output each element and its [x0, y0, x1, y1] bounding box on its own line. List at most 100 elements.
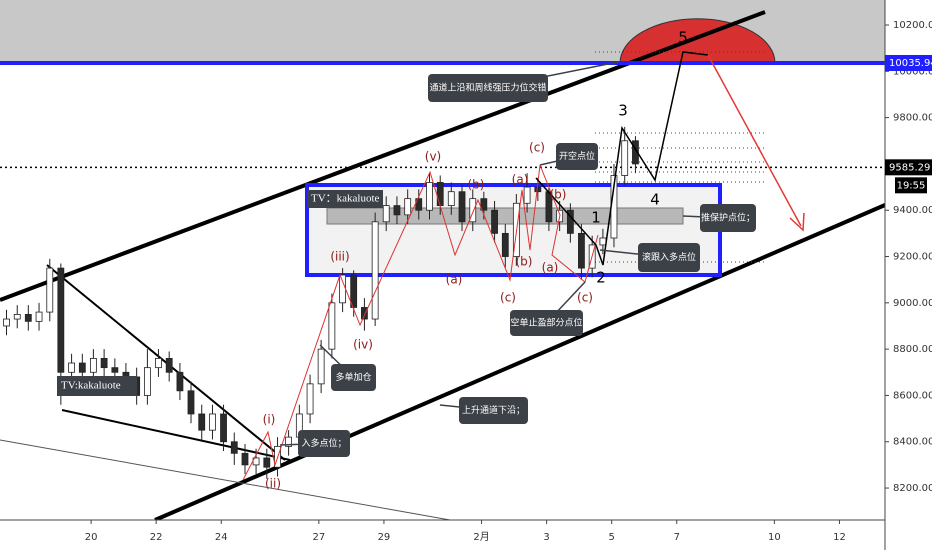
x-tick-label: 10: [768, 532, 781, 543]
time-axis-bg: [0, 520, 885, 550]
candle-body: [187, 390, 195, 415]
trend-line: [61, 409, 291, 461]
callout-text: 开空点位: [559, 150, 595, 162]
countdown-tag: [895, 177, 927, 194]
candle-body: [35, 311, 43, 322]
x-tick-label: 27: [312, 532, 325, 543]
callout-text: 上升通道下沿；: [462, 404, 525, 416]
wave-path: [535, 51, 709, 266]
callout-box: [459, 397, 528, 424]
candle-body: [68, 362, 75, 373]
watermark-box: [307, 190, 383, 208]
wave-label: (a): [542, 261, 559, 275]
candle-body: [534, 186, 542, 193]
candle-body: [436, 182, 444, 206]
wave-label: (c): [500, 291, 516, 305]
x-tick-label: 2月: [473, 531, 489, 543]
candle-body: [306, 383, 314, 415]
y-tick-label: 9800.00: [893, 113, 932, 124]
trend-line: [0, 10, 766, 302]
candle-body: [220, 413, 227, 443]
candle-body: [350, 274, 358, 308]
wave-label: (ii): [265, 477, 281, 491]
candle-body: [317, 348, 325, 385]
candle-body: [263, 457, 271, 468]
candle-body: [78, 362, 86, 373]
price-tag: [885, 54, 932, 71]
y-tick-label: 8600.00: [893, 390, 932, 401]
candle-body: [155, 357, 162, 369]
candle-body: [328, 302, 336, 350]
x-tick-label: 22: [150, 532, 163, 543]
forecast-arrow-head: [789, 212, 805, 232]
callout-box: [298, 430, 350, 457]
forecast-arrow: [707, 54, 802, 227]
candle-body: [24, 314, 32, 322]
candle-body: [404, 198, 412, 216]
wave-label: (a): [446, 273, 463, 287]
callout-box: [556, 143, 598, 170]
candle-body: [285, 436, 293, 447]
callout-text: 入多点位；: [301, 437, 346, 449]
price-axis-bg: [885, 0, 932, 550]
candle-body: [415, 198, 423, 211]
callout-text: 空单止盈部分点位: [510, 317, 582, 329]
candle-body: [46, 267, 54, 313]
candle-body: [566, 209, 574, 234]
candle-body: [89, 357, 97, 373]
candle-body: [371, 221, 379, 320]
x-tick-label: 12: [833, 532, 846, 543]
price-tag-label: 10035.94: [889, 58, 932, 69]
callout-box: [700, 204, 756, 232]
candle-body: [382, 205, 390, 223]
wave-count-label: 4: [650, 191, 660, 209]
x-tick-label: 20: [85, 532, 98, 543]
x-tick-label: 3: [543, 532, 549, 543]
candle-body: [230, 441, 238, 454]
candle-body: [361, 307, 368, 320]
range-band: [326, 207, 684, 225]
candle-body: [209, 413, 216, 431]
candle-body: [480, 198, 488, 211]
candle-body: [632, 140, 639, 165]
watermark-text: TV：kakaluote: [311, 193, 380, 205]
wave-count-label: 3: [618, 102, 628, 120]
candle-body: [3, 318, 10, 327]
y-tick-label: 8200.00: [893, 483, 932, 494]
candle-body: [469, 198, 477, 223]
candle-body: [241, 452, 249, 466]
trend-line: [0, 439, 451, 521]
callout-text: 多单加仓: [335, 371, 371, 383]
y-tick-label: 10200.00: [893, 20, 932, 31]
candle-body: [176, 371, 184, 392]
watermark-box: [57, 376, 137, 396]
x-tick-label: 29: [378, 532, 391, 543]
x-tick-label: 7: [674, 532, 680, 543]
wave-count-label: 1: [591, 209, 601, 227]
candle-body: [198, 413, 206, 431]
callout-box: [331, 364, 376, 391]
y-tick-label: 9200.00: [893, 252, 932, 263]
candle-body: [165, 357, 173, 373]
y-tick-label: 8800.00: [893, 344, 932, 355]
candle-body: [501, 232, 509, 257]
y-tick-label: 9000.00: [893, 298, 932, 309]
candle-body: [111, 367, 119, 373]
wave-count-label: 2: [596, 269, 606, 287]
wave-count-label: 5: [678, 29, 688, 47]
y-tick-label: 8400.00: [893, 437, 932, 448]
callout-box: [510, 310, 583, 336]
watermark-text: TV:kakaluote: [61, 380, 121, 392]
wave-label: (a): [512, 173, 529, 187]
wave-label: (c): [577, 291, 593, 305]
candle-body: [393, 205, 401, 216]
candle-body: [13, 314, 21, 320]
candle-body: [339, 274, 347, 304]
candle-body: [578, 232, 585, 269]
wave-label: (c): [529, 141, 545, 155]
candle-body: [143, 367, 151, 396]
wave-path: [242, 164, 599, 481]
candle-body: [447, 191, 455, 206]
x-tick-label: 5: [609, 532, 615, 543]
